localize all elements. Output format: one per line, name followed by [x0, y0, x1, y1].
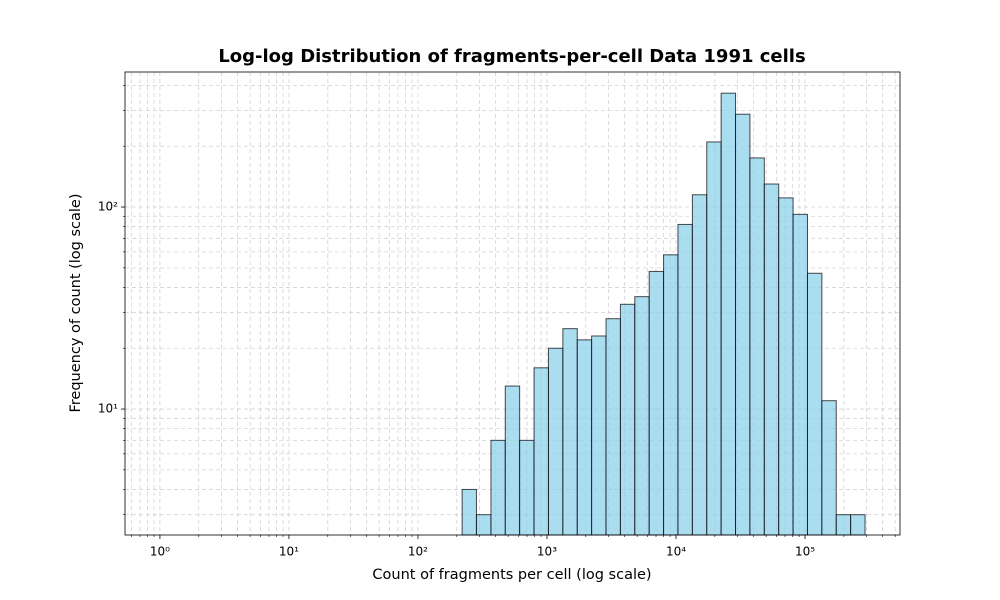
bar — [648, 270, 665, 536]
bar — [461, 488, 477, 536]
bar — [706, 141, 722, 536]
bar — [677, 223, 693, 536]
bar — [634, 296, 650, 536]
bar — [619, 303, 636, 536]
x-tick-label: 10⁴ — [666, 545, 686, 559]
bar — [576, 339, 593, 536]
bar — [735, 113, 751, 536]
y-tick-label: 10¹ — [98, 402, 118, 416]
bar — [605, 318, 621, 536]
bar — [850, 514, 866, 536]
chart-title: Log-log Distribution of fragments-per-ce… — [218, 46, 805, 67]
bar — [475, 514, 492, 536]
bar — [720, 92, 737, 536]
bar — [691, 194, 708, 536]
plot-frame — [124, 71, 901, 536]
y-tick-label: 10² — [98, 200, 118, 214]
bar — [749, 157, 765, 536]
bar — [591, 335, 607, 536]
bar — [792, 213, 808, 536]
x-tick-label: 10³ — [537, 545, 557, 559]
x-tick-label: 10² — [408, 545, 428, 559]
bar — [547, 347, 564, 536]
x-tick-label: 10¹ — [279, 545, 299, 559]
x-tick-label: 10⁵ — [795, 545, 815, 559]
bar — [490, 439, 506, 536]
x-axis-label: Count of fragments per cell (log scale) — [372, 567, 651, 583]
bar — [778, 197, 794, 536]
bar — [562, 328, 578, 536]
y-axis-label: Frequency of count (log scale) — [68, 193, 84, 412]
x-tick-label: 10⁰ — [150, 545, 170, 559]
bar — [519, 439, 535, 536]
bar — [821, 400, 837, 536]
bar — [533, 367, 549, 536]
bar — [835, 514, 852, 536]
bar — [763, 183, 780, 536]
bar — [504, 385, 521, 536]
bar — [806, 272, 823, 536]
bar — [663, 254, 679, 536]
